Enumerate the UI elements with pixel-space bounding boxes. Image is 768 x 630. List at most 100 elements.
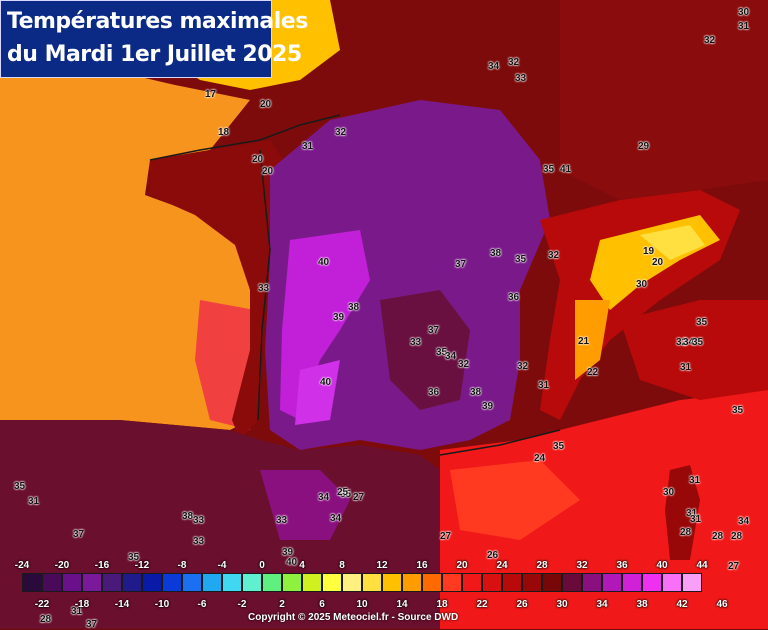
scale-swatch	[242, 573, 262, 592]
scale-label-upper: 28	[536, 560, 548, 571]
temperature-label: 32	[458, 359, 470, 370]
scale-swatch	[382, 573, 402, 592]
scale-label-lower: 46	[716, 599, 728, 610]
temperature-label: 34	[330, 513, 342, 524]
scale-swatch	[162, 573, 182, 592]
scale-label-lower: -14	[114, 599, 130, 610]
temperature-label: 35	[515, 254, 527, 265]
temperature-label: 39	[282, 547, 294, 558]
temperature-label: 36	[508, 292, 520, 303]
temperature-label: 35	[128, 552, 140, 563]
scale-swatch	[142, 573, 162, 592]
temperature-label: 32	[676, 337, 688, 348]
temperature-label: 24	[534, 453, 546, 464]
scale-swatch	[562, 573, 582, 592]
temperature-label: 31	[738, 21, 750, 32]
scale-swatch	[362, 573, 382, 592]
scale-swatch	[22, 573, 42, 592]
temperature-label: 35	[14, 481, 26, 492]
scale-label-lower: 42	[676, 599, 688, 610]
coastal-band	[150, 140, 290, 440]
scale-swatch	[662, 573, 682, 592]
temperature-label: 18	[218, 127, 230, 138]
temperature-label: 34	[445, 351, 457, 362]
scale-label-lower: 22	[476, 599, 488, 610]
scale-label-lower: 10	[356, 599, 368, 610]
scale-label-lower: 34	[596, 599, 608, 610]
scale-swatch	[62, 573, 82, 592]
scale-label-lower: 38	[636, 599, 648, 610]
temperature-label: 17	[205, 89, 217, 100]
temperature-label: 20	[260, 99, 272, 110]
temperature-label: 35	[696, 317, 708, 328]
scale-label-lower: -18	[74, 599, 90, 610]
scale-label-upper: 8	[339, 560, 345, 571]
temperature-label: 34	[683, 337, 695, 348]
scale-label-lower: 30	[556, 599, 568, 610]
scale-swatch	[202, 573, 222, 592]
scale-swatch	[182, 573, 202, 592]
temperature-label: 34	[318, 492, 330, 503]
scale-swatch	[442, 573, 462, 592]
scale-swatch	[222, 573, 242, 592]
map-title-box: Températures maximales du Mardi 1er Juil…	[0, 0, 308, 78]
temperature-label: 33	[258, 283, 270, 294]
temperature-label: 31	[689, 475, 701, 486]
temperature-label: 33	[193, 515, 205, 526]
temperature-label: 36	[428, 387, 440, 398]
temperature-label: 38	[490, 248, 502, 259]
temperature-label: 31	[680, 362, 692, 373]
italy-north-region	[620, 300, 768, 400]
temperature-label: 32	[704, 35, 716, 46]
scale-swatch	[342, 573, 362, 592]
temperature-label: 31	[686, 508, 698, 519]
temperature-label: 31	[538, 380, 550, 391]
scale-label-lower: 18	[436, 599, 448, 610]
temperature-label: 32	[335, 127, 347, 138]
scale-label-lower: -22	[34, 599, 50, 610]
temperature-label: 38	[348, 302, 360, 313]
temperature-label: 28	[40, 614, 52, 625]
temperature-label: 35	[553, 441, 565, 452]
massif-central	[380, 290, 470, 410]
atlantic-coastline	[257, 149, 271, 421]
temperature-label: 35	[732, 405, 744, 416]
temperature-label: 20	[652, 257, 664, 268]
scale-label-lower: -2	[237, 599, 247, 610]
scale-swatch	[422, 573, 442, 592]
scale-swatch	[262, 573, 282, 592]
temperature-label: 21	[578, 336, 590, 347]
scale-swatch	[42, 573, 62, 592]
scale-label-lower: 2	[279, 599, 285, 610]
scale-label-upper: -8	[177, 560, 187, 571]
scale-label-upper: 24	[496, 560, 508, 571]
temperature-label: 28	[712, 531, 724, 542]
scale-swatch	[682, 573, 702, 592]
pyrenees-region	[260, 470, 350, 540]
scale-swatch	[402, 573, 422, 592]
scale-label-upper: 44	[696, 560, 708, 571]
temperature-label: 28	[731, 531, 743, 542]
corsica-sardinia	[665, 465, 700, 560]
temperature-label: 35	[436, 347, 448, 358]
scale-label-upper: 36	[616, 560, 628, 571]
gulf-of-lion-warm	[450, 460, 580, 540]
temperature-label: 38	[470, 387, 482, 398]
temperature-label: 33	[276, 515, 288, 526]
scale-label-upper: -16	[94, 560, 110, 571]
alps-south-slope	[575, 300, 610, 380]
scale-swatch	[302, 573, 322, 592]
scale-swatch	[542, 573, 562, 592]
temperature-label: 32	[548, 250, 560, 261]
mediterranean-coastline	[439, 429, 561, 456]
title-line-2: du Mardi 1er Juillet 2025	[7, 42, 302, 67]
scale-swatch	[582, 573, 602, 592]
temperature-label: 37	[73, 529, 85, 540]
scale-label-upper: -12	[134, 560, 150, 571]
scale-swatch	[322, 573, 342, 592]
temperature-label: 33	[410, 337, 422, 348]
scale-swatch	[522, 573, 542, 592]
temperature-label: 31	[690, 514, 702, 525]
